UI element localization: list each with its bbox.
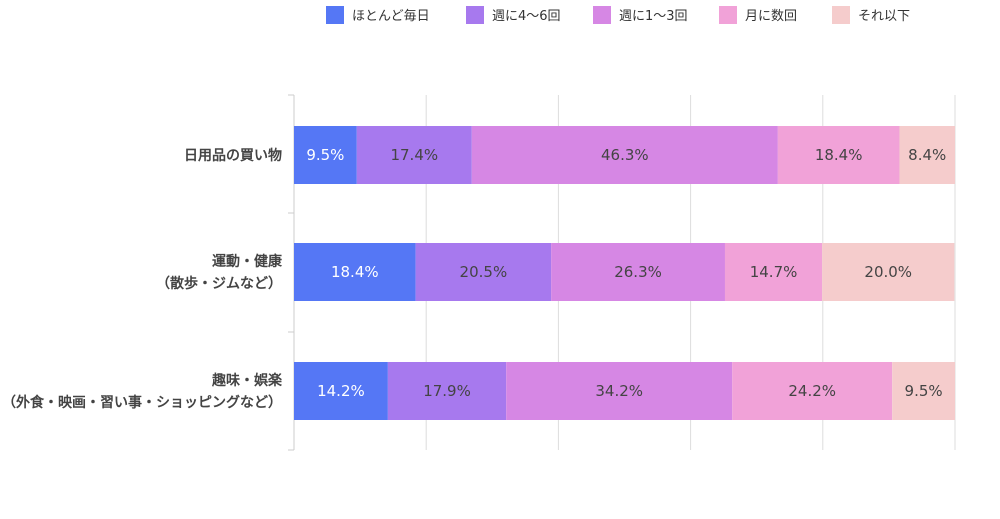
bar-segment-2-3 bbox=[732, 362, 893, 420]
legend-label-0: ほとんど毎日 bbox=[352, 8, 430, 24]
data-label-1-4: 20.0% bbox=[864, 263, 912, 281]
bar-segment-1-3 bbox=[724, 243, 823, 301]
legend-swatch-3 bbox=[719, 6, 737, 24]
data-label-1-3: 14.7% bbox=[750, 263, 798, 281]
bar-segment-1-4 bbox=[822, 243, 955, 301]
legend-swatch-1 bbox=[466, 6, 484, 24]
bar-segment-2-1 bbox=[387, 362, 507, 420]
bar-segment-0-2 bbox=[471, 126, 778, 184]
bar-segment-0-0 bbox=[294, 126, 357, 184]
category-label-1-1: （散歩・ジムなど） bbox=[156, 275, 282, 292]
data-label-0-4: 8.4% bbox=[908, 146, 946, 164]
bar-segment-0-4 bbox=[899, 126, 955, 184]
category-label-2-1: （外食・映画・習い事・ショッピングなど） bbox=[2, 394, 282, 411]
data-label-1-0: 18.4% bbox=[331, 263, 379, 281]
legend-label-2: 週に1〜3回 bbox=[619, 9, 688, 24]
bar-segment-1-0 bbox=[294, 243, 416, 301]
data-label-2-4: 9.5% bbox=[905, 382, 943, 400]
data-label-1-2: 26.3% bbox=[614, 263, 662, 281]
data-label-0-1: 17.4% bbox=[390, 146, 438, 164]
legend-swatch-4 bbox=[832, 6, 850, 24]
data-label-0-3: 18.4% bbox=[815, 146, 863, 164]
legend: ほとんど毎日 週に4〜6回 週に1〜3回 月に数回 それ以下 bbox=[326, 6, 910, 24]
legend-label-3: 月に数回 bbox=[745, 9, 797, 24]
category-label-0-0: 日用品の買い物 bbox=[184, 147, 282, 164]
legend-swatch-0 bbox=[326, 6, 344, 24]
category-label-2-0: 趣味・娯楽 bbox=[211, 372, 283, 389]
data-label-0-0: 9.5% bbox=[306, 146, 344, 164]
bars: 9.5% 17.4% 46.3% 18.4% 8.4% 18.4% 20.5% 26.3% 14… bbox=[294, 126, 955, 420]
data-label-2-0: 14.2% bbox=[317, 382, 365, 400]
bar-segment-2-0 bbox=[294, 362, 388, 420]
legend-label-4: それ以下 bbox=[858, 9, 910, 24]
bar-segment-2-4 bbox=[892, 362, 955, 420]
category-label-1-0: 運動・健康 bbox=[212, 253, 283, 270]
data-label-1-1: 20.5% bbox=[460, 263, 508, 281]
data-label-0-2: 46.3% bbox=[601, 146, 649, 164]
bar-segment-1-2 bbox=[551, 243, 725, 301]
bar-segment-1-1 bbox=[415, 243, 552, 301]
data-label-2-3: 24.2% bbox=[788, 382, 836, 400]
legend-swatch-2 bbox=[593, 6, 611, 24]
bar-segment-0-1 bbox=[356, 126, 472, 184]
data-label-2-1: 17.9% bbox=[423, 382, 471, 400]
legend-label-1: 週に4〜6回 bbox=[492, 9, 561, 24]
bar-segment-2-2 bbox=[506, 362, 733, 420]
bar-segment-0-3 bbox=[777, 126, 900, 184]
data-label-2-2: 34.2% bbox=[595, 382, 643, 400]
